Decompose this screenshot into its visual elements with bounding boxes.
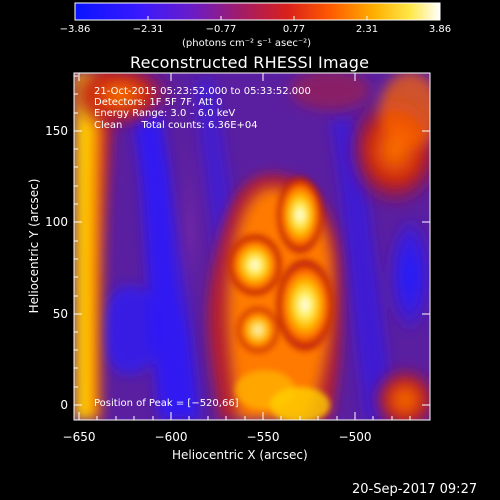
y-tick-label: 0: [60, 398, 68, 412]
info-clean-counts: Clean Total counts: 6.36E+04: [94, 119, 258, 131]
y-tick-label: 100: [45, 215, 68, 229]
y-axis-label: Heliocentric Y (arcsec): [27, 179, 41, 314]
y-tick-label: 150: [45, 124, 68, 138]
colorbar-tick-label: 3.86: [428, 24, 452, 35]
y-tick-label: 50: [52, 307, 68, 321]
peak-position: Position of Peak = [−520,66]: [94, 398, 239, 409]
rhessi-image: [74, 73, 430, 420]
x-tick-label: −600: [154, 430, 188, 444]
info-energy-range: Energy Range: 3.0 – 6.0 keV: [94, 108, 236, 120]
x-tick-label: −550: [246, 430, 280, 444]
colorbar-units: (photons cm⁻² s⁻¹ asec⁻²): [182, 38, 312, 49]
image-title: Reconstructed RHESSI Image: [130, 53, 370, 72]
x-axis-label: Heliocentric X (arcsec): [172, 448, 308, 462]
timestamp: 20-Sep-2017 09:27: [352, 482, 478, 497]
info-block: 21-Oct-2015 05:23:52.000 to 05:33:52.000…: [94, 86, 311, 131]
x-tick-label: −500: [338, 430, 372, 444]
plot-frame: [73, 72, 431, 421]
colorbar-tick-label: −0.77: [205, 24, 237, 35]
colorbar-tick-label: −2.31: [132, 24, 164, 35]
colorbar-ticks: [74, 16, 441, 20]
x-axis-ticks: [78, 73, 411, 420]
y-axis-ticks: [74, 75, 430, 406]
colorbar-tick-label: 0.77: [282, 24, 306, 35]
colorbar: [74, 2, 441, 21]
info-time-range: 21-Oct-2015 05:23:52.000 to 05:33:52.000: [94, 86, 311, 97]
colorbar-tick-label: −3.86: [59, 24, 91, 35]
x-tick-label: −650: [62, 430, 96, 444]
colorbar-tick-label: 2.31: [355, 24, 379, 35]
info-detectors: Detectors: 1F 5F 7F, Att 0: [94, 97, 223, 109]
